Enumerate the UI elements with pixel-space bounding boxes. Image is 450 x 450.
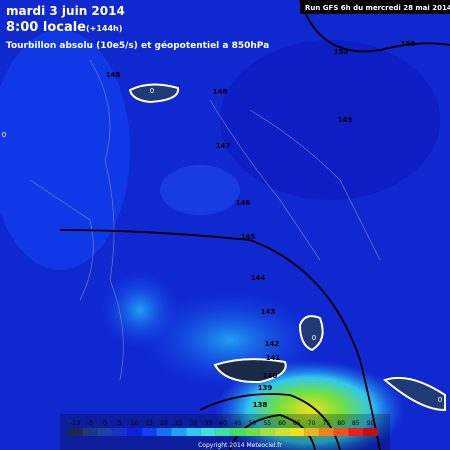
colorbar-swatch — [259, 428, 275, 436]
colorbar-swatch — [200, 428, 216, 436]
colorbar-swatch — [289, 428, 305, 436]
time: 8:00 locale — [6, 20, 86, 35]
contour-label: 148 — [106, 71, 121, 79]
colorbar-label: -10 — [70, 420, 80, 427]
vorticity-field — [0, 30, 446, 450]
colorbar-swatch — [186, 428, 201, 436]
vortex-label: 0 — [150, 87, 154, 95]
colorbar-swatch — [82, 428, 98, 436]
colorbar-label: 65 — [293, 420, 301, 427]
subtitle: Tourbillon absolu (10e5/s) et géopotenti… — [6, 40, 269, 51]
colorbar-label: 45 — [234, 420, 242, 427]
colorbar-label: 20 — [160, 420, 168, 427]
colorbar-swatch — [171, 428, 187, 436]
colorbar-label: 75 — [323, 420, 331, 427]
colorbar-swatch — [127, 428, 142, 436]
colorbar-swatch — [274, 428, 290, 436]
colorbar-label: 85 — [352, 420, 360, 427]
colorbar-swatch — [363, 428, 378, 436]
contour-label: 150 — [401, 40, 416, 48]
colorbar-swatch — [245, 428, 260, 436]
colorbar-swatch — [141, 428, 157, 436]
contour-label: 148 — [213, 88, 228, 96]
date: mardi 3 juin 2014 — [6, 4, 125, 18]
contour-label: 140 — [263, 372, 278, 380]
colorbar-swatch — [215, 428, 231, 436]
contour-label: 141 — [266, 354, 281, 362]
colorbar-label: 10 — [131, 420, 139, 427]
colorbar-label: 0 — [103, 420, 107, 427]
colorbar-swatch — [230, 428, 246, 436]
colorbar-label: 35 — [204, 420, 212, 427]
copyright: Copyright 2014 Meteociel.fr — [198, 442, 282, 449]
contour-label: 145 — [241, 233, 256, 241]
colorbar-swatch — [348, 428, 364, 436]
run-info: Run GFS 6h du mercredi 28 mai 2014 — [305, 4, 450, 12]
contour-label: 149 — [338, 116, 353, 124]
contour-label: 142 — [265, 340, 280, 348]
colorbar-label: 80 — [337, 420, 345, 427]
colorbar-label: 30 — [190, 420, 198, 427]
colorbar-label: 60 — [278, 420, 286, 427]
colorbar-swatch — [97, 428, 113, 436]
colorbar-swatch — [333, 428, 349, 436]
contour-label: 143 — [261, 308, 276, 316]
vortex-label: 0 — [438, 396, 442, 404]
colorbar-label: 90 — [367, 420, 375, 427]
colorbar-label: 55 — [263, 420, 271, 427]
colorbar-label: 50 — [249, 420, 257, 427]
vortex-label: 0 — [2, 131, 6, 139]
colorbar-swatch — [304, 428, 319, 436]
colorbar-swatch — [68, 428, 83, 436]
colorbar-label: 25 — [175, 420, 183, 427]
run-box — [300, 0, 450, 14]
colorbar-swatch — [112, 428, 128, 436]
colorbar: -10 -5 0 5 10 15 20 25 30 35 40 45 50 55 60 65 70 75 80 85 9… — [68, 420, 378, 436]
colorbar-label: 5 — [118, 420, 122, 427]
contour-labels: 150 150 148 148 149 147 146 145 144 143 142 141 140 1… — [2, 40, 442, 409]
coastlines — [29, 59, 381, 381]
colorbar-label: 40 — [219, 420, 227, 427]
colorbar-swatch — [156, 428, 172, 436]
contour-label: 150 — [334, 48, 349, 56]
contour-label: 139 — [258, 384, 273, 392]
vortex-label: 0 — [312, 334, 316, 342]
contour-label: 138 — [253, 401, 268, 409]
lead-time: (+144h) — [86, 24, 122, 33]
colorbar-label: 70 — [308, 420, 316, 427]
colorbar-swatch — [318, 428, 334, 436]
contour-label: 146 — [236, 199, 251, 207]
colorbar-label: 15 — [145, 420, 153, 427]
colorbar-label: -5 — [87, 420, 93, 427]
contour-label: 147 — [216, 142, 231, 150]
contour-label: 144 — [251, 274, 266, 282]
